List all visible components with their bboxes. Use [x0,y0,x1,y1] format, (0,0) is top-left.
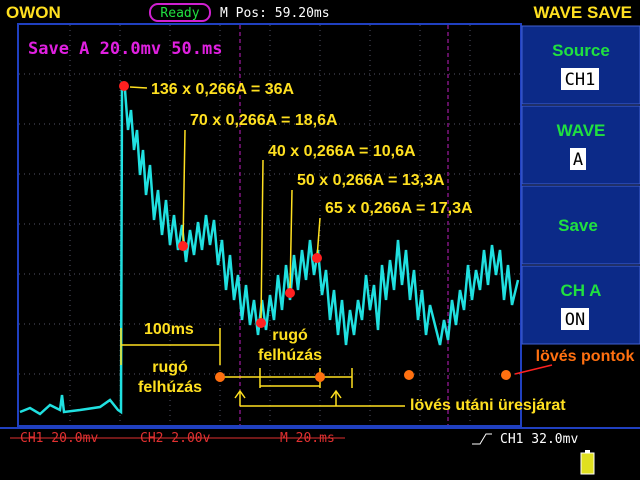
points [119,81,322,328]
menu-item[interactable] [521,185,640,265]
menu-value: ON [565,310,585,330]
position: M Pos: 59.20ms [220,6,330,21]
annotation-box: rugó felhúzás [137,359,202,396]
battery-tip [585,450,590,453]
annotation: rugó felhúzás [137,359,202,396]
brand: OWON [6,3,61,22]
menu-value: CH1 [565,70,596,90]
annotation: 100ms [144,321,194,338]
annotation: 50 x 0,266A = 13,3A [297,172,445,189]
menu-item[interactable] [521,25,640,105]
trigger-icon [472,433,492,445]
status: Ready [160,6,199,21]
annotation-box: rugó felhúzás [257,327,322,364]
value-box [561,68,599,90]
battery [580,452,595,475]
annotation: 65 x 0,266A = 17,3A [325,200,473,217]
annotation: rugó felhúzás [257,327,322,364]
menu-label: Save [558,216,598,235]
waveform [19,80,520,416]
mode: WAVE SAVE [533,3,632,22]
annotation: 136 x 0,266A = 36A [151,81,295,98]
grid [19,25,520,425]
menu-item[interactable] [521,105,640,185]
annotation: lövés pontok [535,348,635,365]
annotation-box: lövés pontok [535,348,635,365]
menu-item[interactable] [521,265,640,345]
annotation: 40 x 0,266A = 10,6A [268,143,416,160]
save-label: Save A 20.0mv 50.ms [28,39,222,59]
shot-points [215,370,511,382]
menu-label: WAVE [557,121,606,140]
annotation-lines [120,86,405,407]
value-box [561,308,589,330]
value-box [570,148,586,170]
menu-value: A [573,150,583,170]
menu-label: CH A [561,281,602,300]
status-frame [149,3,211,22]
trigger: CH1 32.0mv [500,432,578,447]
menu-label: Source [552,41,610,60]
menu: Source CH1 WAVE A Save CH A ON [521,25,640,345]
annotation: lövés utáni üresjárat [410,397,566,414]
arrow [514,364,553,375]
annotation: 70 x 0,266A = 18,6A [190,112,338,129]
